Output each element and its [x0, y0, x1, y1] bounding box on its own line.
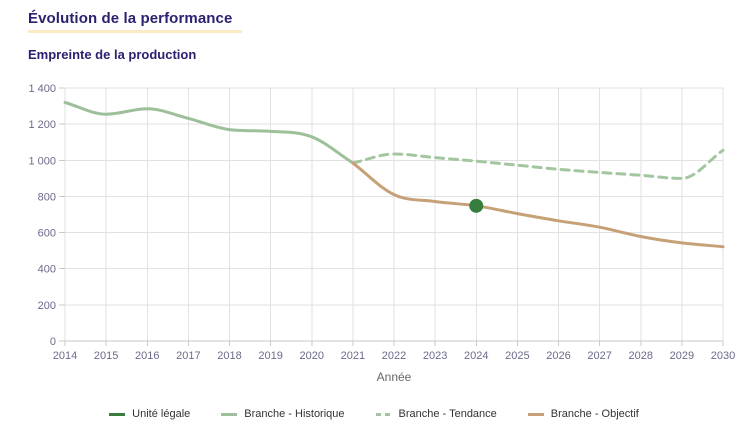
x-axis-tick-label: 2025 — [505, 350, 529, 362]
x-axis-tick-label: 2023 — [423, 350, 447, 362]
chart-legend: Unité légale Branche - Historique Branche … — [0, 403, 747, 425]
legend-swatch-branche-tendance — [375, 412, 392, 416]
legend-swatch-branche-objectif — [527, 412, 544, 416]
legend-item-unite-legale[interactable]: Unité légale — [108, 408, 190, 420]
x-axis-tick-label: 2030 — [711, 350, 735, 362]
x-axis-tick-label: 2020 — [300, 350, 324, 362]
y-axis-tick-label: 400 — [38, 264, 56, 276]
legend-label: Branche - Tendance — [398, 408, 497, 420]
y-axis-tick-label: 800 — [38, 191, 56, 203]
y-axis-tick-label: 0 — [50, 336, 56, 348]
legend-item-branche-historique[interactable]: Branche - Historique — [220, 408, 345, 420]
y-axis-tick-label: 600 — [38, 228, 56, 240]
x-axis-tick-label: 2024 — [464, 350, 488, 362]
x-axis-tick-label: 2015 — [94, 350, 118, 362]
series-branche-tendance — [351, 148, 725, 180]
x-axis-tick-label: 2027 — [587, 350, 611, 362]
x-axis-tick-label: 2014 — [53, 350, 77, 362]
chart-title: Empreinte de la production — [28, 47, 197, 62]
performance-chart: 0 200 400 600 800 1 000 1 200 1 400 2014 2015 2016… — [0, 70, 747, 390]
series-branche-historique — [63, 101, 355, 165]
x-axis-title: Année — [377, 370, 412, 384]
series-branche-objectif — [351, 161, 725, 249]
legend-swatch-unite-legale — [109, 412, 126, 416]
x-axis-tick-label: 2022 — [382, 350, 406, 362]
gridlines — [64, 87, 724, 342]
y-axis-tick-label: 1 400 — [28, 83, 56, 95]
x-axis-tick-label: 2028 — [629, 350, 653, 362]
x-axis-tick-label: 2021 — [341, 350, 365, 362]
page-title: Évolution de la performance — [28, 10, 243, 33]
point-unite-legale — [469, 198, 484, 213]
legend-label: Branche - Objectif — [550, 408, 639, 420]
x-axis-tick-label: 2026 — [546, 350, 570, 362]
legend-swatch-branche-historique — [221, 412, 238, 416]
y-axis-tick-label: 1 200 — [28, 119, 56, 131]
legend-item-branche-tendance[interactable]: Branche - Tendance — [375, 408, 497, 420]
chart-canvas: 0 200 400 600 800 1 000 1 200 1 400 2014 2015 2016… — [28, 83, 735, 384]
legend-label: Unité légale — [132, 408, 191, 420]
x-axis-tick-label: 2016 — [135, 350, 159, 362]
y-axis-tick-label: 200 — [38, 300, 56, 312]
legend-item-branche-objectif[interactable]: Branche - Objectif — [527, 408, 639, 420]
x-axis-tick-label: 2017 — [176, 350, 200, 362]
x-axis-tick-label: 2018 — [217, 350, 241, 362]
axes — [59, 87, 724, 346]
x-axis-tick-label: 2029 — [670, 350, 694, 362]
legend-label: Branche - Historique — [244, 408, 345, 420]
x-axis-tick-label: 2019 — [258, 350, 282, 362]
y-axis-tick-label: 1 000 — [28, 155, 56, 167]
